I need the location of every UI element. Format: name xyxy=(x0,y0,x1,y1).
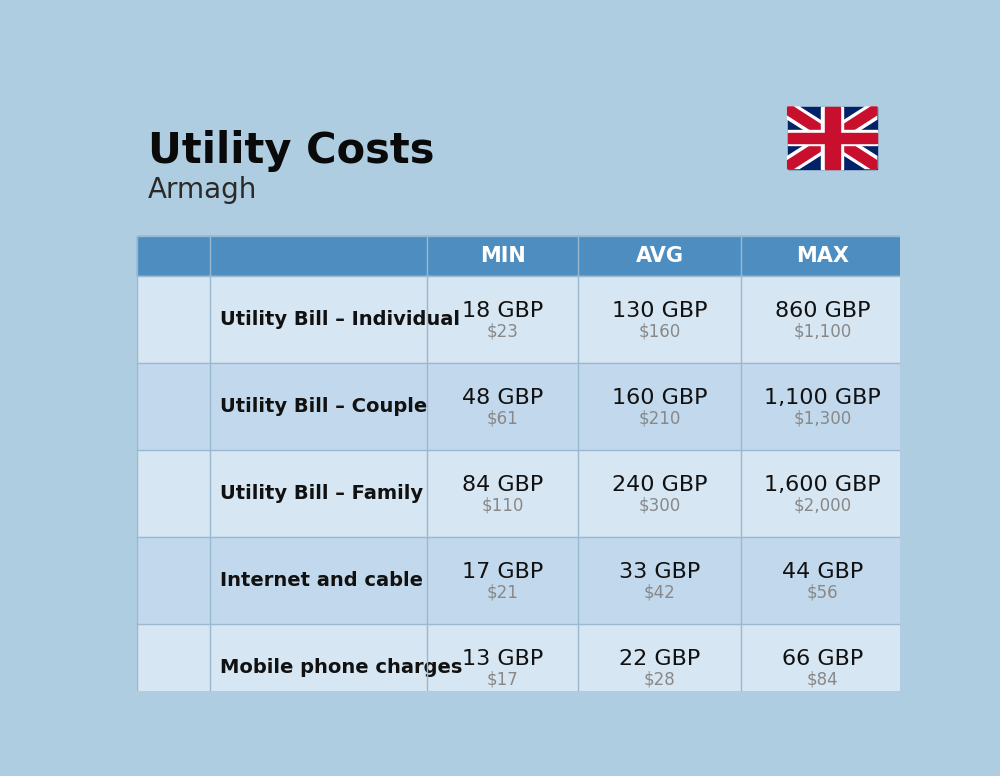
Bar xyxy=(137,624,904,711)
Text: MIN: MIN xyxy=(480,245,526,265)
Bar xyxy=(788,130,877,145)
Text: 130 GBP: 130 GBP xyxy=(612,301,708,321)
Bar xyxy=(137,236,904,275)
Text: 13 GBP: 13 GBP xyxy=(462,650,543,670)
Text: 48 GBP: 48 GBP xyxy=(462,389,543,408)
Text: 84 GBP: 84 GBP xyxy=(462,476,543,495)
Text: $23: $23 xyxy=(487,323,519,341)
Text: 1,100 GBP: 1,100 GBP xyxy=(764,389,881,408)
Text: Utility Costs: Utility Costs xyxy=(148,130,435,172)
Text: $42: $42 xyxy=(644,584,676,601)
Text: $28: $28 xyxy=(644,670,676,688)
Text: $1,300: $1,300 xyxy=(793,410,852,428)
Text: $300: $300 xyxy=(639,497,681,514)
Text: $110: $110 xyxy=(482,497,524,514)
Text: 860 GBP: 860 GBP xyxy=(775,301,870,321)
Bar xyxy=(137,362,904,449)
Text: 22 GBP: 22 GBP xyxy=(619,650,700,670)
Text: MAX: MAX xyxy=(796,245,849,265)
Text: $1,100: $1,100 xyxy=(793,323,852,341)
Text: AVG: AVG xyxy=(636,245,684,265)
Text: $21: $21 xyxy=(487,584,519,601)
Text: 18 GBP: 18 GBP xyxy=(462,301,543,321)
Bar xyxy=(821,107,843,168)
Bar xyxy=(788,133,877,143)
Text: 44 GBP: 44 GBP xyxy=(782,563,863,583)
Polygon shape xyxy=(788,107,877,168)
Text: Utility Bill – Individual: Utility Bill – Individual xyxy=(220,310,460,328)
Polygon shape xyxy=(788,107,877,168)
Text: Utility Bill – Family: Utility Bill – Family xyxy=(220,483,423,503)
Text: Armagh: Armagh xyxy=(148,176,258,204)
Bar xyxy=(825,107,840,168)
Text: $84: $84 xyxy=(807,670,838,688)
Text: Internet and cable: Internet and cable xyxy=(220,570,423,590)
Polygon shape xyxy=(788,107,877,168)
Bar xyxy=(137,275,904,362)
Text: 1,600 GBP: 1,600 GBP xyxy=(764,476,881,495)
Text: $160: $160 xyxy=(639,323,681,341)
Text: 66 GBP: 66 GBP xyxy=(782,650,863,670)
Text: 160 GBP: 160 GBP xyxy=(612,389,708,408)
Bar xyxy=(788,107,877,168)
Text: 33 GBP: 33 GBP xyxy=(619,563,700,583)
Bar xyxy=(137,537,904,624)
Polygon shape xyxy=(788,107,877,168)
Text: Mobile phone charges: Mobile phone charges xyxy=(220,657,462,677)
Text: 240 GBP: 240 GBP xyxy=(612,476,708,495)
Text: $56: $56 xyxy=(807,584,838,601)
Text: $61: $61 xyxy=(487,410,519,428)
Text: $210: $210 xyxy=(639,410,681,428)
Text: $2,000: $2,000 xyxy=(793,497,852,514)
Text: Utility Bill – Couple: Utility Bill – Couple xyxy=(220,397,427,416)
Bar xyxy=(137,236,904,711)
Bar xyxy=(137,449,904,537)
Text: 17 GBP: 17 GBP xyxy=(462,563,543,583)
Text: $17: $17 xyxy=(487,670,519,688)
